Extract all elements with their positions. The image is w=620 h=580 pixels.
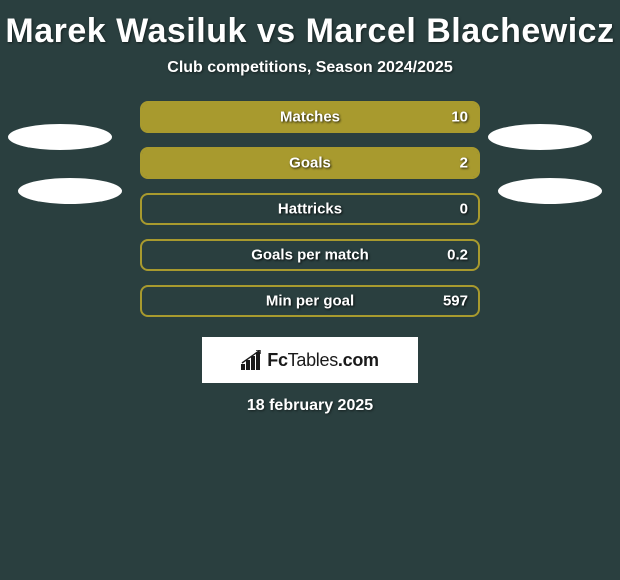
stat-row: Goals per match 0.2 xyxy=(140,239,480,271)
logo-text-c: .com xyxy=(338,350,379,370)
bars-icon xyxy=(241,350,263,370)
stat-label: Hattricks xyxy=(278,201,342,218)
logo-text: FcTables.com xyxy=(267,350,378,371)
stat-value: 2 xyxy=(460,155,468,172)
stat-value: 597 xyxy=(443,293,468,310)
logo-inner: FcTables.com xyxy=(241,350,378,371)
logo-text-b: Tables xyxy=(288,350,338,370)
stat-row: Hattricks 0 xyxy=(140,193,480,225)
side-ellipse xyxy=(498,178,602,204)
stat-value: 10 xyxy=(451,109,468,126)
comparison-card: Marek Wasiluk vs Marcel Blachewicz Club … xyxy=(0,0,620,415)
logo-text-a: Fc xyxy=(267,350,287,370)
stat-row: Min per goal 597 xyxy=(140,285,480,317)
date-text: 18 february 2025 xyxy=(0,397,620,415)
side-ellipse xyxy=(8,124,112,150)
page-title: Marek Wasiluk vs Marcel Blachewicz xyxy=(0,0,620,59)
stat-row: Matches 10 xyxy=(140,101,480,133)
stat-label: Goals xyxy=(289,155,331,172)
side-ellipse xyxy=(18,178,122,204)
stat-label: Min per goal xyxy=(266,293,354,310)
logo-box[interactable]: FcTables.com xyxy=(202,337,418,383)
subtitle: Club competitions, Season 2024/2025 xyxy=(0,59,620,101)
stat-row: Goals 2 xyxy=(140,147,480,179)
stat-value: 0.2 xyxy=(447,247,468,264)
stat-value: 0 xyxy=(460,201,468,218)
stat-label: Goals per match xyxy=(251,247,369,264)
stat-label: Matches xyxy=(280,109,340,126)
side-ellipse xyxy=(488,124,592,150)
